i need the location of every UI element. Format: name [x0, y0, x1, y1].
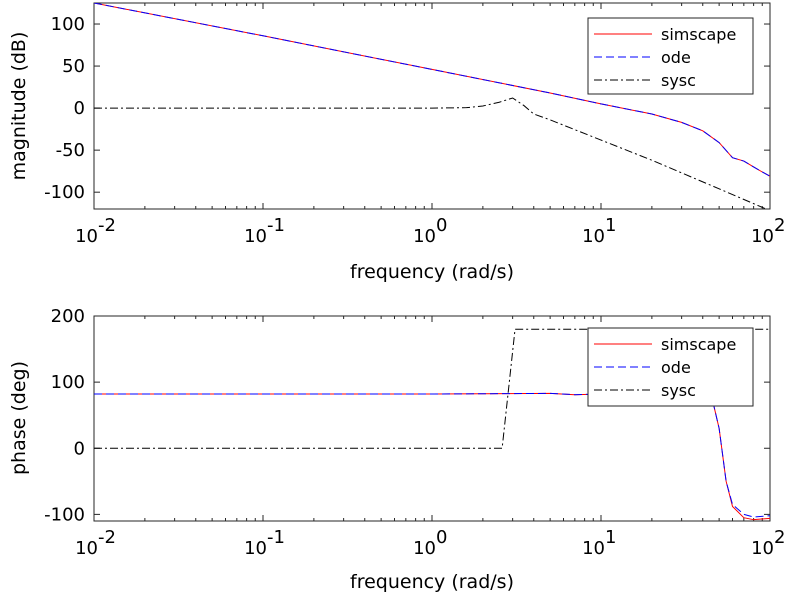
x-tick-label: 10	[244, 538, 267, 559]
x-tick-exponent: 2	[774, 215, 785, 236]
legend-box	[587, 327, 754, 407]
x-tick-exponent: 0	[436, 527, 447, 548]
y-axis-label: magnitude (dB)	[8, 32, 30, 181]
legend-label-ode: ode	[661, 358, 691, 377]
y-tick-label: 50	[62, 56, 85, 77]
y-tick-label: 100	[51, 14, 85, 35]
legend: simscape ode sysc	[587, 327, 754, 407]
y-tick-label: -100	[44, 504, 85, 525]
y-tick-label: 0	[74, 98, 85, 119]
legend-label-ode: ode	[661, 48, 691, 67]
x-tick-exponent: 1	[605, 215, 616, 236]
y-tick-label: 0	[74, 438, 85, 459]
series-line-sysc	[94, 328, 770, 449]
x-tick-exponent: -2	[98, 215, 116, 236]
y-tick-label: 200	[51, 306, 85, 327]
legend-label-sysc: sysc	[661, 381, 696, 400]
x-tick-exponent: 0	[436, 215, 447, 236]
y-tick-label: -100	[44, 182, 85, 203]
x-tick-label: 10	[582, 538, 605, 559]
x-axis-label: frequency (rad/s)	[350, 571, 514, 593]
x-tick-exponent: -1	[267, 527, 285, 548]
x-tick-label: 10	[413, 538, 436, 559]
series-line-sysc	[94, 97, 768, 209]
legend: simscape ode sysc	[587, 17, 754, 95]
legend-label-simscape: simscape	[661, 25, 736, 44]
y-axis-label: phase (deg)	[8, 361, 30, 475]
x-tick-label: 10	[75, 226, 98, 247]
x-axis-label: frequency (rad/s)	[350, 261, 514, 283]
legend-label-sysc: sysc	[661, 71, 696, 90]
x-tick-label: 10	[751, 538, 774, 559]
series-line-ode	[94, 3, 770, 177]
y-tick-label: 100	[51, 372, 85, 393]
x-tick-label: 10	[751, 226, 774, 247]
x-tick-label: 10	[75, 538, 98, 559]
y-tick-label: -50	[56, 140, 85, 161]
x-tick-exponent: 1	[605, 527, 616, 548]
x-tick-exponent: 2	[774, 527, 785, 548]
x-tick-label: 10	[413, 226, 436, 247]
legend-label-simscape: simscape	[661, 335, 736, 354]
x-tick-label: 10	[582, 226, 605, 247]
legend-box	[587, 17, 754, 95]
x-tick-exponent: -2	[98, 527, 116, 548]
chart-panel-1: 10-210-1100101102100500-50-100frequency …	[8, 2, 785, 283]
x-tick-label: 10	[244, 226, 267, 247]
x-tick-exponent: -1	[267, 215, 285, 236]
